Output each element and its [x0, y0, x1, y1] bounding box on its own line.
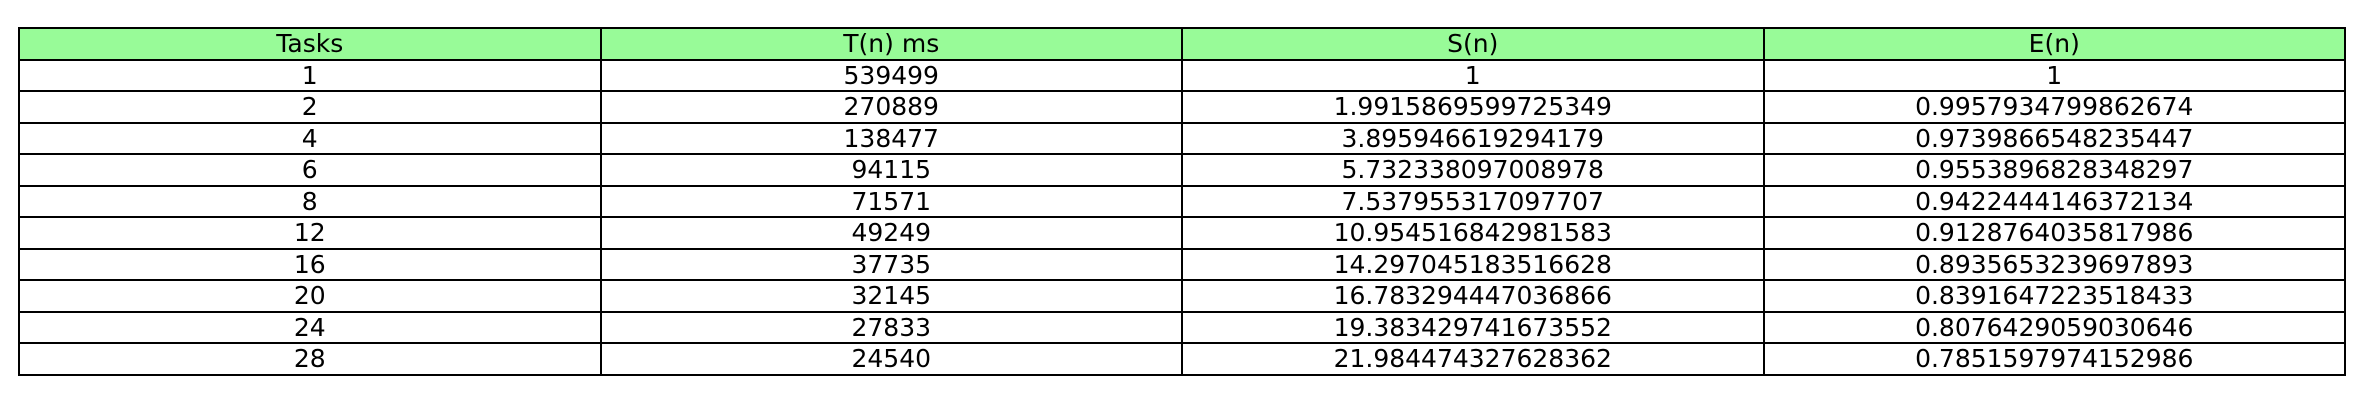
header-row: Tasks T(n) ms S(n) E(n)	[18, 27, 2346, 61]
table-cell-s-n: 21.984474327628362	[1181, 342, 1765, 376]
table-cell-t-n-ms: 49249	[599, 216, 1183, 250]
table-cell-tasks: 1	[18, 58, 602, 92]
table-cell-tasks: 24	[18, 310, 602, 344]
table-cell-t-n-ms: 138477	[599, 121, 1183, 155]
table-cell-t-n-ms: 27833	[599, 310, 1183, 344]
table-cell-t-n-ms: 71571	[599, 184, 1183, 218]
column-header-t-n-ms: T(n) ms	[599, 27, 1183, 61]
table-cell-t-n-ms: 37735	[599, 247, 1183, 281]
table-cell-tasks: 6	[18, 153, 602, 187]
table-cell-s-n: 19.383429741673552	[1181, 310, 1765, 344]
table-cell-e-n: 1	[1762, 58, 2346, 92]
table-cell-t-n-ms: 270889	[599, 90, 1183, 124]
table-cell-tasks: 4	[18, 121, 602, 155]
table-cell-tasks: 12	[18, 216, 602, 250]
table-cell-e-n: 0.9422444146372134	[1762, 184, 2346, 218]
table-cell-e-n: 0.8076429059030646	[1762, 310, 2346, 344]
table-row: 20 32145 16.783294447036866 0.8391647223518…	[18, 279, 2346, 313]
table-cell-e-n: 0.7851597974152986	[1762, 342, 2346, 376]
table-cell-e-n: 0.8391647223518433	[1762, 279, 2346, 313]
table-row: 1 539499 1 1	[18, 58, 2346, 92]
table-cell-e-n: 0.9739866548235447	[1762, 121, 2346, 155]
results-table: Tasks T(n) ms S(n) E(n) 1 539499 1 1 2 270889 1.9…	[18, 27, 2346, 376]
table-row: 8 71571 7.537955317097707 0.942244414637213…	[18, 184, 2346, 218]
table-cell-s-n: 3.895946619294179	[1181, 121, 1765, 155]
table-cell-t-n-ms: 24540	[599, 342, 1183, 376]
table-cell-s-n: 1.9915869599725349	[1181, 90, 1765, 124]
table-cell-s-n: 1	[1181, 58, 1765, 92]
table-cell-e-n: 0.9553896828348297	[1762, 153, 2346, 187]
table-cell-e-n: 0.8935653239697893	[1762, 247, 2346, 281]
table-cell-tasks: 8	[18, 184, 602, 218]
table-row: 24 27833 19.383429741673552 0.8076429059030…	[18, 310, 2346, 344]
table-cell-e-n: 0.9128764035817986	[1762, 216, 2346, 250]
table-cell-tasks: 2	[18, 90, 602, 124]
table-cell-e-n: 0.9957934799862674	[1762, 90, 2346, 124]
table-cell-s-n: 5.732338097008978	[1181, 153, 1765, 187]
table-cell-tasks: 16	[18, 247, 602, 281]
table-row: 6 94115 5.732338097008978 0.955389682834829…	[18, 153, 2346, 187]
column-header-s-n: S(n)	[1181, 27, 1765, 61]
table-cell-s-n: 16.783294447036866	[1181, 279, 1765, 313]
table-cell-t-n-ms: 94115	[599, 153, 1183, 187]
table-cell-tasks: 20	[18, 279, 602, 313]
table-row: 4 138477 3.895946619294179 0.97398665482354…	[18, 121, 2346, 155]
table-body: 1 539499 1 1 2 270889 1.9915869599725349 0.9957…	[18, 58, 2346, 376]
table-row: 2 270889 1.9915869599725349 0.9957934799862…	[18, 90, 2346, 124]
table-cell-s-n: 10.954516842981583	[1181, 216, 1765, 250]
table-row: 12 49249 10.954516842981583 0.9128764035817…	[18, 216, 2346, 250]
table-cell-tasks: 28	[18, 342, 602, 376]
table-cell-s-n: 7.537955317097707	[1181, 184, 1765, 218]
column-header-tasks: Tasks	[18, 27, 602, 61]
table-row: 16 37735 14.297045183516628 0.8935653239697…	[18, 247, 2346, 281]
column-header-e-n: E(n)	[1762, 27, 2346, 61]
table-row: 28 24540 21.984474327628362 0.7851597974152…	[18, 342, 2346, 376]
table-header: Tasks T(n) ms S(n) E(n)	[18, 27, 2346, 61]
table-cell-t-n-ms: 539499	[599, 58, 1183, 92]
table-cell-s-n: 14.297045183516628	[1181, 247, 1765, 281]
table-cell-t-n-ms: 32145	[599, 279, 1183, 313]
